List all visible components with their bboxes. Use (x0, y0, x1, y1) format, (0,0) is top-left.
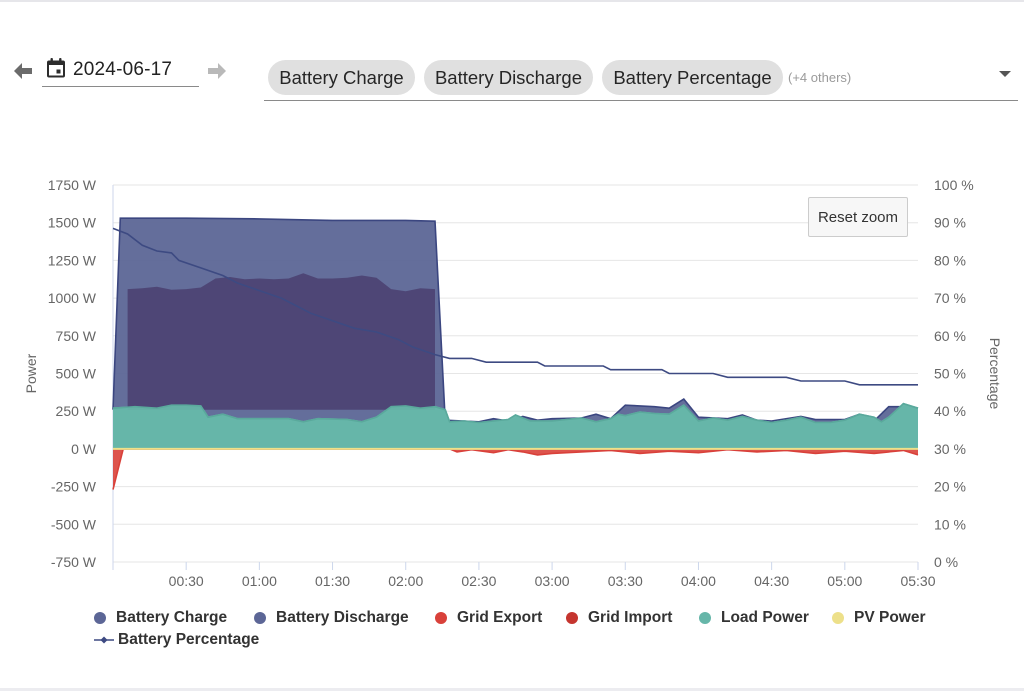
area-grid-export (113, 448, 918, 490)
chip-battery-charge[interactable]: Battery Charge (268, 60, 415, 95)
others-count: (+4 others) (788, 70, 852, 85)
legend-dot (699, 612, 711, 624)
legend-dot (435, 612, 447, 624)
y2-tick-label: 60 % (934, 328, 966, 344)
chevron-down-icon[interactable] (998, 69, 1012, 79)
y2-tick-label: 80 % (934, 252, 966, 268)
legend-label: Load Power (721, 609, 809, 626)
arrow-right-icon (208, 63, 226, 79)
line-load-power (112, 402, 919, 424)
chip-battery-percentage[interactable]: Battery Percentage (602, 60, 783, 95)
y2-axis-title: Percentage (987, 338, 1003, 410)
chart-legend: Battery Charge Battery Discharge Grid Ex… (94, 609, 954, 653)
x-tick-label: 04:30 (754, 573, 789, 589)
y2-tick-label: 10 % (934, 516, 966, 532)
y2-tick-label: 50 % (934, 366, 966, 382)
line-battery-discharge (112, 217, 919, 423)
legend-dot (566, 612, 578, 624)
line-grid-export (112, 448, 919, 490)
legend-dot (832, 612, 844, 624)
y2-tick-label: 100 % (934, 177, 974, 193)
x-tick-label: 03:00 (535, 573, 570, 589)
y-axis-title: Power (23, 353, 39, 393)
x-tick-label: 01:00 (242, 573, 277, 589)
legend-dot (94, 612, 106, 624)
y-tick-label: -250 W (51, 479, 97, 495)
chip-label: Battery Charge (279, 66, 404, 88)
top-border (0, 0, 1024, 2)
y2-tick-label: 0 % (934, 554, 958, 570)
x-tick-label: 04:00 (681, 573, 716, 589)
legend-item-battery-percentage[interactable]: Battery Percentage (94, 631, 259, 649)
legend-line-symbol (94, 636, 114, 644)
area-load-power (113, 403, 918, 449)
y-tick-label: 0 W (71, 441, 97, 457)
previous-day-button[interactable] (12, 60, 34, 82)
y2-tick-label: 30 % (934, 441, 966, 457)
area-overlap-band (127, 273, 435, 410)
legend-item-battery-charge[interactable]: Battery Charge (94, 609, 227, 627)
reset-zoom-button[interactable]: Reset zoom (808, 197, 908, 237)
x-tick-label: 05:30 (900, 573, 935, 589)
legend-label: Battery Percentage (118, 631, 260, 648)
date-value: 2024-06-17 (73, 59, 173, 80)
x-tick-label: 02:00 (388, 573, 423, 589)
x-tick-label: 02:30 (461, 573, 496, 589)
legend-dot (254, 612, 266, 624)
next-day-button[interactable] (206, 60, 228, 82)
legend-item-battery-discharge[interactable]: Battery Discharge (254, 609, 409, 627)
legend-item-grid-export[interactable]: Grid Export (435, 609, 542, 627)
y-tick-label: 1000 W (48, 290, 97, 306)
series-select[interactable]: Battery Charge Battery Discharge Battery… (264, 54, 1018, 101)
x-tick-label: 03:30 (608, 573, 643, 589)
legend-label: PV Power (854, 609, 926, 626)
chip-battery-discharge[interactable]: Battery Discharge (424, 60, 593, 95)
legend-label: Grid Export (457, 609, 543, 626)
x-tick-label: 05:00 (827, 573, 862, 589)
date-picker[interactable]: 2024-06-17 (42, 54, 199, 87)
legend-label: Battery Charge (116, 609, 228, 626)
bottom-border (0, 688, 1024, 691)
y2-tick-label: 20 % (934, 479, 966, 495)
line-battery-percentage (112, 227, 918, 386)
y-tick-label: -750 W (51, 554, 97, 570)
reset-zoom-label: Reset zoom (817, 208, 899, 226)
chip-label: Battery Discharge (434, 66, 583, 88)
legend-item-load-power[interactable]: Load Power (699, 609, 809, 627)
y-tick-label: 250 W (56, 403, 97, 419)
y-tick-label: -500 W (51, 516, 97, 532)
calendar-icon (47, 58, 65, 78)
y2-tick-label: 90 % (934, 215, 966, 231)
legend-item-pv-power[interactable]: PV Power (832, 609, 926, 627)
y2-tick-label: 40 % (934, 403, 966, 419)
y-tick-label: 1500 W (48, 215, 97, 231)
x-tick-label: 00:30 (169, 573, 204, 589)
legend-label: Grid Import (588, 609, 673, 626)
x-tick-label: 01:30 (315, 573, 350, 589)
legend-label: Battery Discharge (276, 609, 409, 626)
y-tick-label: 1750 W (48, 177, 97, 193)
arrow-left-icon (14, 63, 32, 79)
y-tick-label: 750 W (56, 328, 97, 344)
y-tick-label: 500 W (56, 366, 97, 382)
legend-item-grid-import[interactable]: Grid Import (566, 609, 672, 627)
chip-label: Battery Percentage (613, 66, 772, 88)
y-tick-label: 1250 W (48, 252, 97, 268)
y2-tick-label: 70 % (934, 290, 966, 306)
